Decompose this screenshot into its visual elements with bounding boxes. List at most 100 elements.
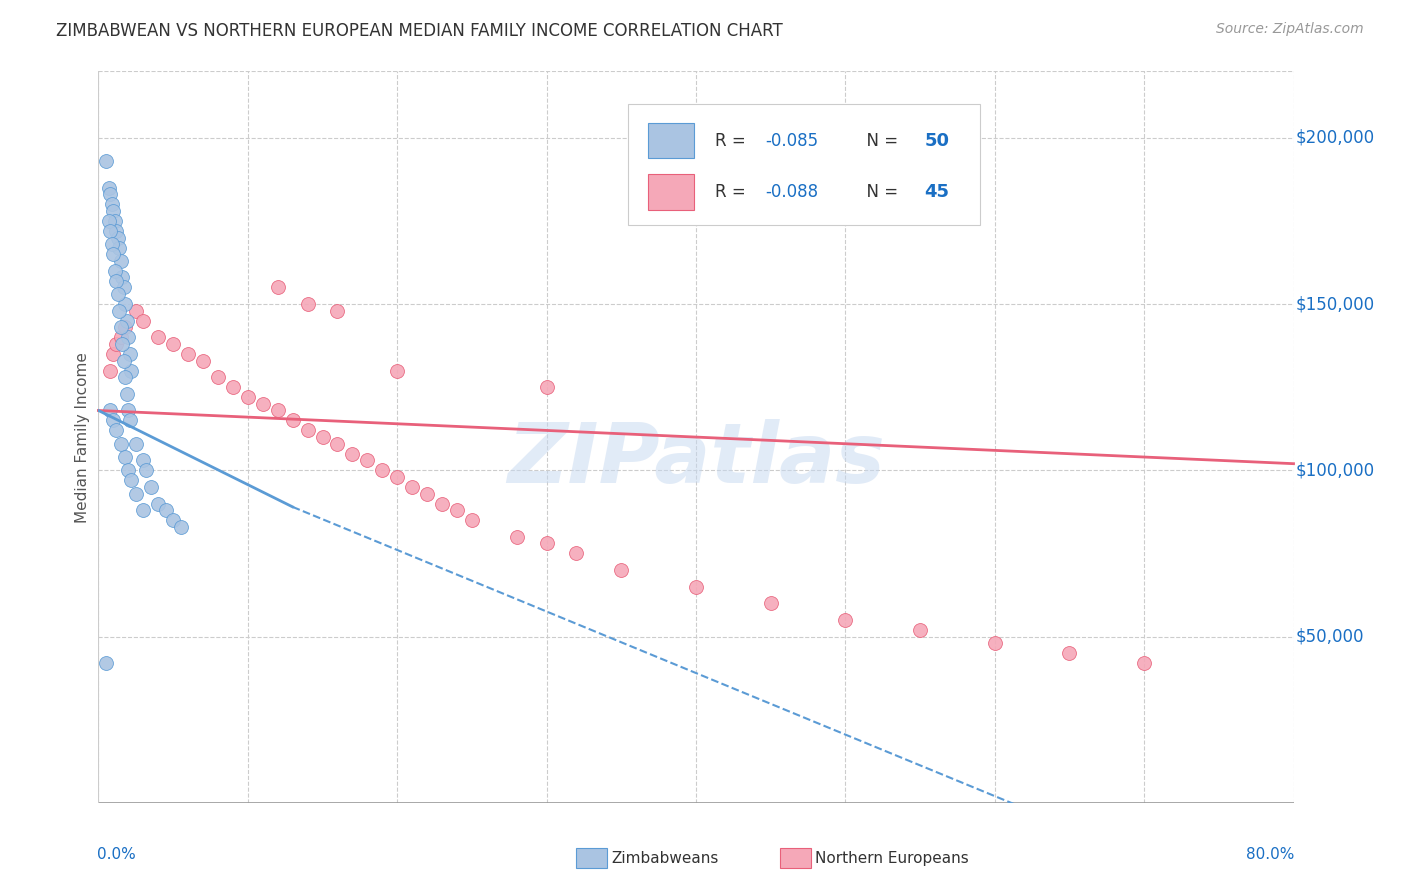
Text: N =: N = bbox=[856, 183, 904, 201]
Point bbox=[311, 430, 333, 444]
Point bbox=[120, 363, 142, 377]
Point bbox=[446, 503, 468, 517]
FancyBboxPatch shape bbox=[648, 123, 693, 159]
Text: Northern Europeans: Northern Europeans bbox=[815, 851, 969, 865]
Point bbox=[267, 403, 290, 417]
Point bbox=[401, 480, 423, 494]
Point bbox=[191, 353, 214, 368]
Point bbox=[506, 530, 529, 544]
Point bbox=[685, 580, 707, 594]
Point bbox=[371, 463, 394, 477]
Point bbox=[125, 303, 148, 318]
Point bbox=[908, 623, 931, 637]
Point bbox=[114, 320, 136, 334]
Point bbox=[105, 424, 128, 438]
Point bbox=[103, 204, 125, 219]
Point bbox=[207, 370, 229, 384]
Point bbox=[759, 596, 782, 610]
FancyBboxPatch shape bbox=[648, 175, 693, 210]
Point bbox=[416, 486, 439, 500]
Text: $150,000: $150,000 bbox=[1296, 295, 1375, 313]
Point bbox=[132, 503, 155, 517]
Point bbox=[101, 197, 124, 211]
Point bbox=[110, 253, 132, 268]
Text: -0.088: -0.088 bbox=[765, 183, 818, 201]
Point bbox=[114, 297, 136, 311]
Point bbox=[114, 370, 136, 384]
Point bbox=[112, 280, 135, 294]
Point bbox=[385, 470, 409, 484]
Point bbox=[326, 303, 349, 318]
Point bbox=[114, 450, 136, 464]
Text: R =: R = bbox=[716, 132, 751, 150]
Point bbox=[118, 413, 141, 427]
Point bbox=[297, 297, 319, 311]
Point bbox=[125, 486, 148, 500]
Point bbox=[132, 453, 155, 467]
Point bbox=[110, 320, 132, 334]
Point bbox=[97, 180, 120, 194]
Point bbox=[111, 270, 134, 285]
Point bbox=[252, 397, 274, 411]
Point bbox=[98, 363, 122, 377]
Text: $100,000: $100,000 bbox=[1296, 461, 1375, 479]
Point bbox=[101, 237, 124, 252]
Point bbox=[97, 214, 120, 228]
Point bbox=[115, 387, 138, 401]
Y-axis label: Median Family Income: Median Family Income bbox=[75, 351, 90, 523]
Point bbox=[110, 330, 132, 344]
Point bbox=[94, 154, 117, 169]
Text: ZIMBABWEAN VS NORTHERN EUROPEAN MEDIAN FAMILY INCOME CORRELATION CHART: ZIMBABWEAN VS NORTHERN EUROPEAN MEDIAN F… bbox=[56, 22, 783, 40]
Point bbox=[536, 380, 558, 394]
Point bbox=[112, 353, 135, 368]
Point bbox=[117, 463, 139, 477]
Point bbox=[297, 424, 319, 438]
Text: Zimbabweans: Zimbabweans bbox=[612, 851, 718, 865]
Text: -0.085: -0.085 bbox=[765, 132, 818, 150]
Text: R =: R = bbox=[716, 183, 751, 201]
Point bbox=[117, 403, 139, 417]
Point bbox=[104, 214, 127, 228]
Text: 80.0%: 80.0% bbox=[1246, 847, 1295, 862]
Point bbox=[461, 513, 484, 527]
Text: 0.0%: 0.0% bbox=[97, 847, 136, 862]
Point bbox=[125, 436, 148, 450]
Point bbox=[169, 520, 191, 534]
Point bbox=[110, 436, 132, 450]
Point bbox=[103, 347, 125, 361]
Point bbox=[385, 363, 409, 377]
Point bbox=[281, 413, 304, 427]
Point bbox=[105, 224, 128, 238]
Point bbox=[1133, 656, 1156, 670]
Point bbox=[565, 546, 588, 560]
Point bbox=[115, 314, 138, 328]
Point bbox=[536, 536, 558, 550]
Point bbox=[983, 636, 1005, 650]
Point bbox=[1059, 646, 1081, 660]
Text: Source: ZipAtlas.com: Source: ZipAtlas.com bbox=[1216, 22, 1364, 37]
Text: $50,000: $50,000 bbox=[1296, 628, 1364, 646]
Point bbox=[236, 390, 259, 404]
Point bbox=[98, 403, 122, 417]
Point bbox=[94, 656, 117, 670]
Text: 45: 45 bbox=[924, 183, 949, 201]
Point bbox=[118, 347, 141, 361]
Point bbox=[108, 241, 131, 255]
Point bbox=[342, 447, 364, 461]
Text: N =: N = bbox=[856, 132, 904, 150]
Point bbox=[162, 337, 184, 351]
Point bbox=[105, 337, 128, 351]
Point bbox=[107, 287, 129, 301]
Point bbox=[98, 224, 122, 238]
Point bbox=[155, 503, 177, 517]
Point bbox=[104, 264, 127, 278]
Point bbox=[139, 480, 162, 494]
Point bbox=[132, 314, 155, 328]
Point bbox=[356, 453, 378, 467]
FancyBboxPatch shape bbox=[628, 104, 980, 225]
Point bbox=[326, 436, 349, 450]
Point bbox=[162, 513, 184, 527]
Point bbox=[108, 303, 131, 318]
Point bbox=[135, 463, 157, 477]
Point bbox=[148, 330, 170, 344]
